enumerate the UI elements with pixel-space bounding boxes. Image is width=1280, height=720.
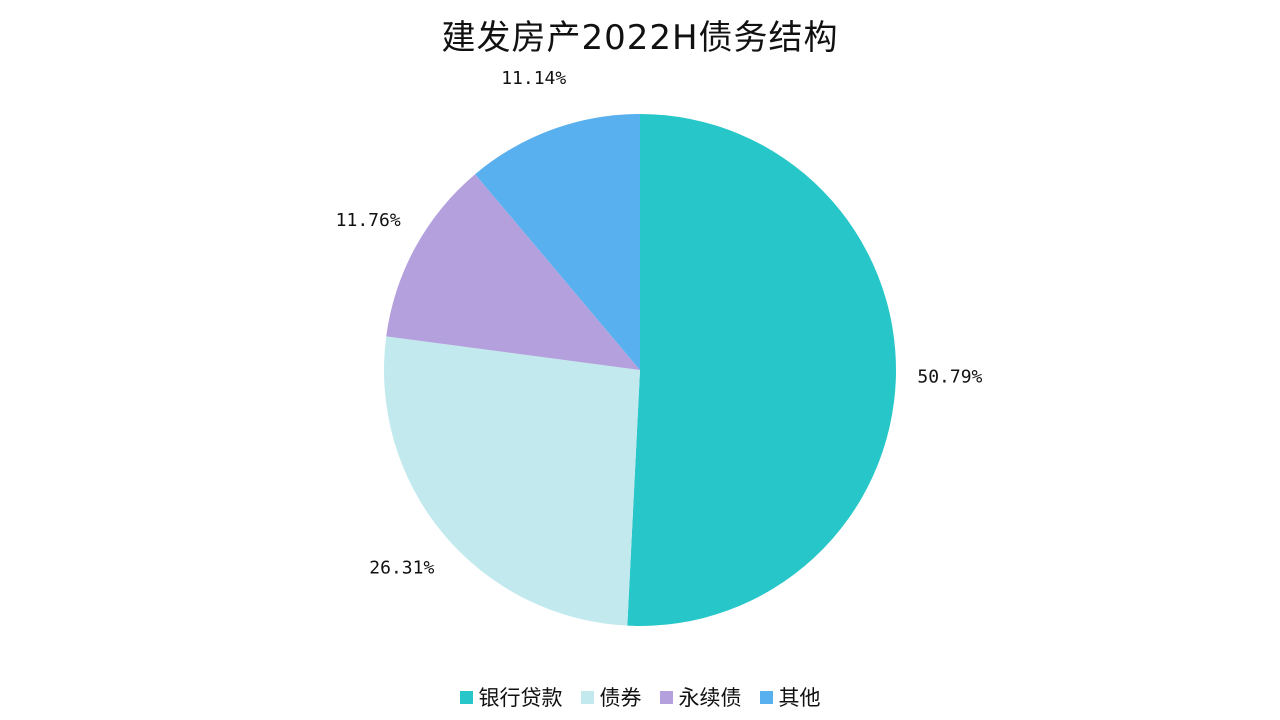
slice-perpetual-bonds-label: 11.76% [336,210,401,231]
slice-bonds[interactable] [384,336,640,626]
legend-item-perpetual-bonds[interactable]: 永续债 [659,682,742,712]
slice-other-label: 11.14% [501,68,566,89]
legend-swatch [580,690,594,704]
legend-swatch [659,690,673,704]
legend-swatch [459,690,473,704]
legend-item-other[interactable]: 其他 [759,682,821,712]
slice-perpetual-bonds[interactable] [386,174,640,370]
chart-title: 建发房产2022H债务结构 [441,18,839,58]
legend-swatch [759,690,773,704]
pie-slice-labels: 50.79% 26.31% 11.76% 11.14% [336,68,983,579]
slice-other[interactable] [475,114,640,370]
legend-label: 银行贷款 [478,686,563,710]
pie-slices [384,114,896,626]
legend-label: 永续债 [678,686,742,710]
slice-bank-loan[interactable] [627,114,896,626]
legend-label: 其他 [778,686,821,710]
legend-label: 债券 [599,686,642,710]
slice-bonds-label: 26.31% [369,557,434,578]
legend-item-bonds[interactable]: 债券 [580,682,642,712]
legend-item-bank-loan[interactable]: 银行贷款 [459,682,563,712]
slice-bank-loan-label: 50.79% [917,367,982,388]
legend: 银行贷款 债券 永续债 其他 [0,682,1280,712]
